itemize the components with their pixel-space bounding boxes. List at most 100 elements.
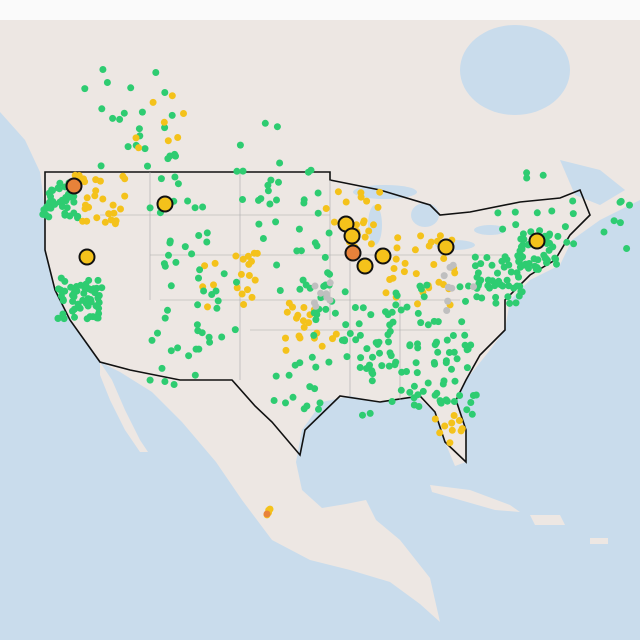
location-marker [357, 189, 365, 197]
location-marker [412, 359, 420, 367]
location-marker [99, 195, 107, 203]
location-marker [392, 358, 400, 366]
location-marker [494, 209, 502, 217]
cuba [430, 485, 520, 512]
location-marker [299, 276, 307, 284]
location-marker [167, 282, 175, 290]
location-marker [472, 391, 480, 399]
location-marker [424, 379, 432, 387]
location-marker [392, 255, 400, 263]
location-marker [307, 166, 315, 174]
location-marker [443, 307, 451, 314]
location-marker [168, 92, 176, 100]
location-marker [554, 232, 562, 240]
location-marker [382, 289, 390, 297]
location-marker [511, 208, 519, 216]
location-marker [455, 417, 463, 424]
location-marker [499, 225, 507, 233]
location-marker [561, 223, 569, 231]
location-marker [484, 282, 492, 290]
puerto-rico [590, 538, 608, 544]
location-marker [420, 293, 428, 301]
location-marker [410, 382, 418, 390]
location-marker [273, 261, 281, 269]
location-marker [406, 388, 414, 396]
location-marker [210, 281, 217, 289]
location-marker [357, 354, 365, 362]
location-marker [441, 422, 449, 430]
location-marker [276, 159, 284, 167]
highlight-marker [374, 247, 392, 265]
location-marker [152, 69, 160, 76]
location-marker [121, 192, 129, 200]
location-marker [406, 341, 414, 349]
location-marker [462, 297, 469, 305]
location-marker [446, 439, 454, 447]
location-marker [167, 347, 175, 355]
location-marker [146, 204, 154, 212]
location-marker [393, 244, 401, 252]
location-marker [300, 405, 308, 413]
location-marker [477, 260, 485, 268]
location-marker [121, 175, 129, 183]
location-marker [498, 257, 506, 265]
location-marker [83, 315, 91, 323]
location-marker [120, 109, 128, 117]
location-marker [430, 261, 438, 268]
highlight-marker [156, 195, 174, 213]
location-marker [533, 209, 541, 217]
location-marker [295, 225, 303, 233]
location-marker [314, 189, 322, 197]
location-marker [184, 197, 192, 205]
location-marker [244, 286, 251, 294]
location-marker [443, 336, 451, 344]
location-marker [388, 398, 396, 405]
location-marker [456, 283, 464, 291]
location-marker [325, 358, 333, 366]
location-marker [458, 425, 466, 433]
location-marker [270, 397, 278, 404]
location-marker [397, 386, 405, 394]
location-marker [361, 233, 369, 241]
location-marker [312, 302, 320, 310]
location-marker [232, 252, 240, 260]
location-marker [181, 243, 189, 251]
location-marker [463, 406, 471, 414]
location-marker [417, 232, 425, 240]
location-marker [203, 229, 211, 237]
location-marker [338, 336, 346, 344]
location-marker [325, 229, 333, 237]
location-marker [626, 201, 633, 209]
location-marker [417, 319, 425, 327]
location-marker [264, 181, 272, 189]
location-marker [80, 175, 87, 183]
location-marker [343, 353, 351, 361]
location-marker [245, 272, 253, 279]
location-marker [616, 219, 624, 227]
location-marker [98, 105, 106, 113]
location-marker [59, 296, 67, 303]
location-marker [231, 326, 239, 334]
location-marker [623, 245, 631, 252]
location-marker [385, 362, 393, 370]
location-marker [272, 372, 280, 380]
location-marker [570, 240, 578, 248]
location-marker [363, 345, 371, 353]
location-marker [199, 203, 207, 211]
location-marker [415, 403, 423, 410]
location-marker [251, 276, 259, 284]
location-marker [445, 349, 453, 356]
location-marker [382, 308, 389, 316]
location-marker [105, 210, 113, 218]
location-marker [530, 255, 538, 263]
location-marker [201, 262, 209, 270]
location-marker [138, 108, 146, 116]
baja [100, 362, 148, 452]
location-marker [97, 162, 105, 170]
lake-huron [411, 203, 439, 227]
location-marker [507, 268, 515, 276]
location-marker [164, 155, 172, 163]
location-marker [446, 263, 454, 271]
location-marker [520, 235, 528, 243]
